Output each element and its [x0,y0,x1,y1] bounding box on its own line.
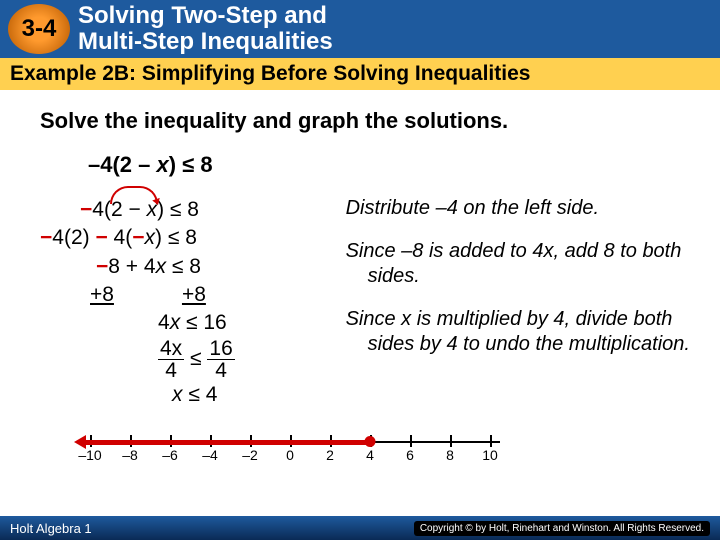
content-area: Solve the inequality and graph the solut… [0,90,720,463]
f-br: 4 [207,360,234,381]
s1-4: 4 [92,198,104,221]
tick-label: –6 [162,447,178,463]
example-heading: Example 2B: Simplifying Before Solving I… [0,58,720,90]
s3-a: 8 + 4 [108,255,155,278]
step-1: −4(2 − x) ≤ 8 [80,196,316,224]
problem-statement: –4(2 – x) ≤ 8 [88,152,690,178]
s1-neg: − [80,198,92,221]
s4-r: +8 [182,283,206,306]
header: 3-4 Solving Two-Step and Multi-Step Ineq… [0,0,720,58]
book-name: Holt Algebra 1 [10,521,92,536]
tick [450,435,452,447]
s5-x: x [170,311,181,334]
s2-n3: − [132,226,144,249]
tick-label: 8 [446,447,454,463]
step-6: 4x4 ≤ 164 [158,338,316,381]
frac-right: 164 [207,338,234,381]
s5-a: 4 [158,311,170,334]
instruction-text: Solve the inequality and graph the solut… [40,108,690,134]
s2-n1: − [40,226,52,249]
tick-label: 10 [482,447,498,463]
s7-b: ≤ 4 [183,383,218,406]
f-tl: 4x [160,337,182,360]
tick-label: –10 [78,447,101,463]
ray-arrowhead-icon [74,435,86,449]
s2-x: x [145,226,156,249]
explain-2: Since –8 is added to 4x, add 8 to both s… [346,239,690,289]
solution-ray [80,440,370,445]
s7-x: x [172,383,183,406]
f-bl: 4 [158,360,184,381]
footer: Holt Algebra 1 Copyright © by Holt, Rine… [0,516,720,540]
tick-label: –2 [242,447,258,463]
tick-label: 2 [326,447,334,463]
s2-b: 4( [108,226,133,249]
tick-label: –4 [202,447,218,463]
lesson-badge: 3-4 [8,4,70,54]
step-4: +8 +8 [90,281,316,309]
step-7: x ≤ 4 [172,381,316,409]
s5-b: ≤ 16 [180,311,227,334]
f-tr: 16 [207,338,234,360]
copyright-text: Copyright © by Holt, Rinehart and Winsto… [414,521,710,536]
s3-x: x [156,255,167,278]
s1-tail: ) ≤ 8 [157,198,199,221]
s2-a: 4(2) [52,226,95,249]
step-2: −4(2) − 4(−x) ≤ 8 [40,224,316,252]
tick [490,435,492,447]
s6-mid: ≤ [184,347,207,370]
lesson-title: Solving Two-Step and Multi-Step Inequali… [78,3,333,56]
s2-n2: − [95,226,107,249]
tick-label: 6 [406,447,414,463]
explanations: Distribute –4 on the left side. Since –8… [346,196,690,409]
number-line: –10 –8 –6 –4 –2 0 2 4 6 8 10 [80,419,500,463]
s2-c: ) ≤ 8 [155,226,197,249]
problem-lead: –4(2 – [88,152,157,177]
title-line-2: Multi-Step Inequalities [78,29,333,55]
title-line-1: Solving Two-Step and [78,3,333,29]
s3-b: ≤ 8 [166,255,201,278]
distribute-arrow-icon [110,186,158,204]
s3-n: − [96,255,108,278]
tick [410,435,412,447]
step-3: −8 + 4x ≤ 8 [96,253,316,281]
problem-var: x [157,152,169,177]
tick-label: –8 [122,447,138,463]
step-5: 4x ≤ 16 [158,309,316,337]
tick-label: 0 [286,447,294,463]
s4-l: +8 [90,283,114,306]
closed-dot-icon [365,436,376,447]
tick-label: 4 [366,447,374,463]
explain-3: Since x is multiplied by 4, divide both … [346,307,690,357]
solution-steps: −4(2 − x) ≤ 8 −4(2) − 4(−x) ≤ 8 −8 + 4x … [40,196,316,409]
explain-1: Distribute –4 on the left side. [346,196,690,221]
work-area: −4(2 − x) ≤ 8 −4(2) − 4(−x) ≤ 8 −8 + 4x … [40,196,690,409]
problem-tail: ) ≤ 8 [169,152,213,177]
frac-left: 4x4 [158,338,184,381]
